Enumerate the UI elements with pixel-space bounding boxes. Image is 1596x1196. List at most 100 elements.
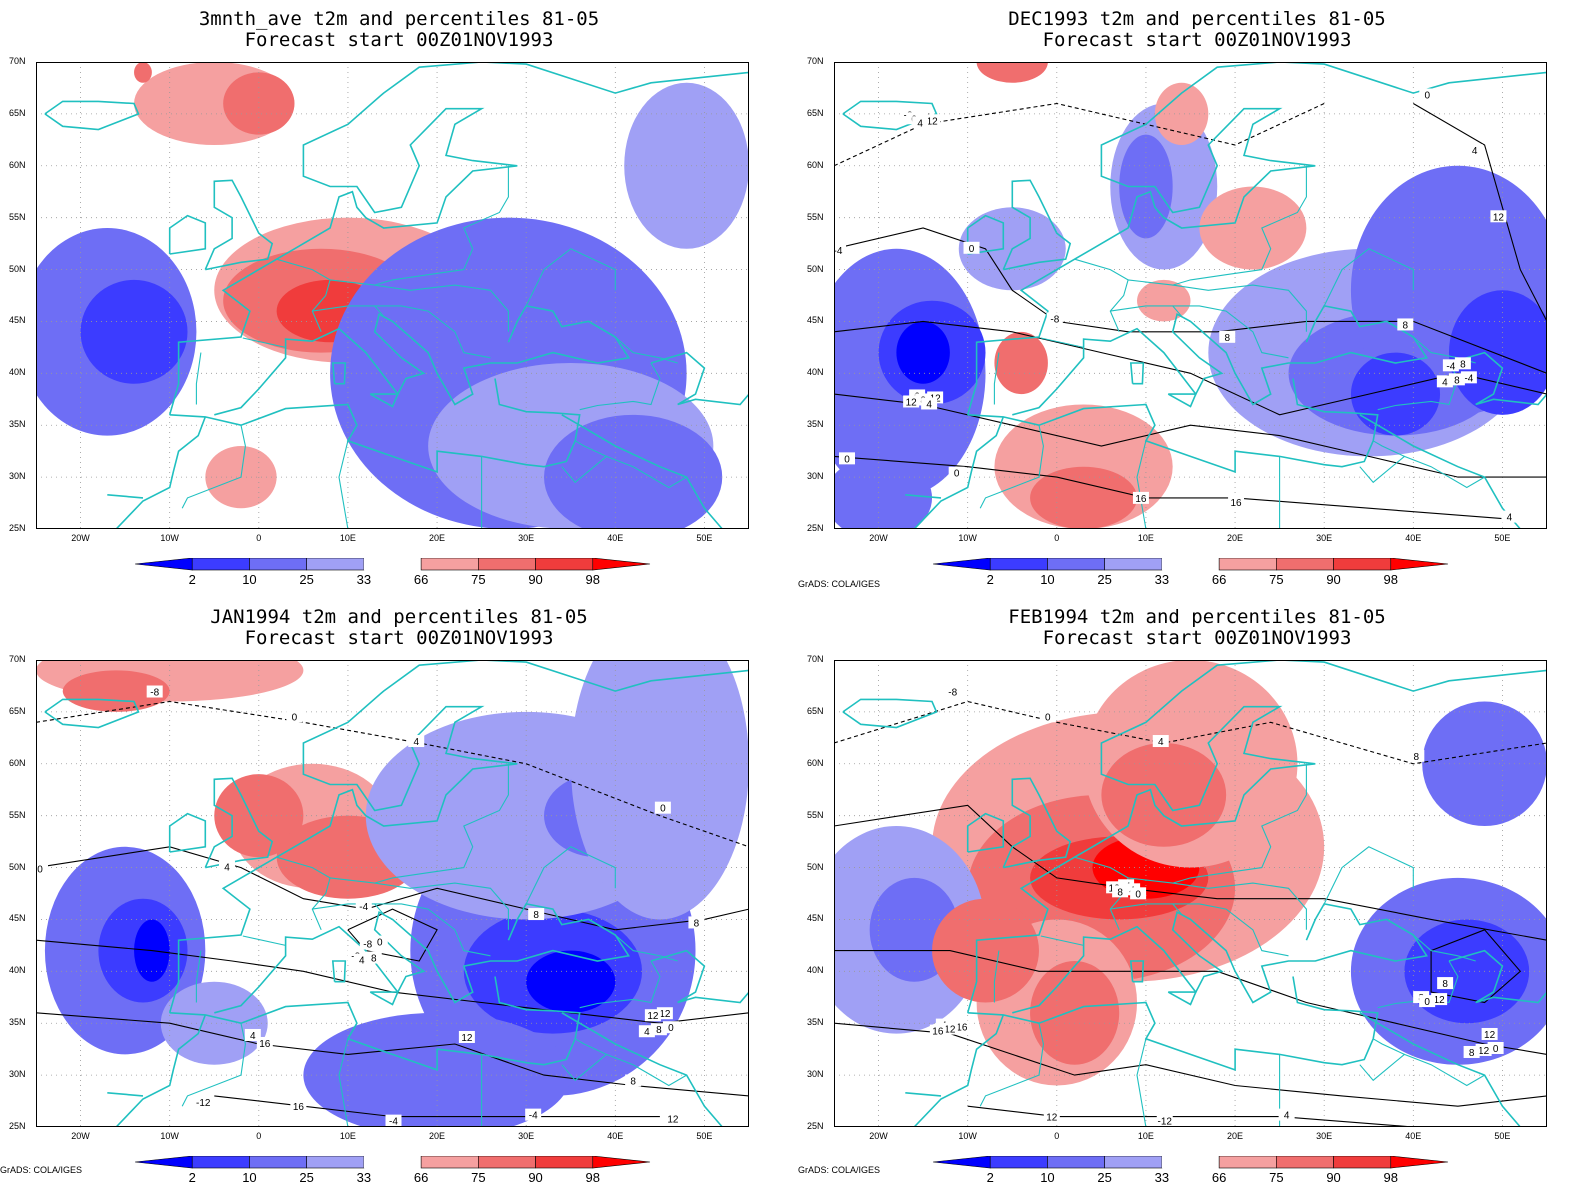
border-line [979,425,1044,509]
lat-label: 70N [9,654,26,664]
colorbar-swatch [363,558,422,570]
contour-label: -8 [948,688,957,699]
contour-label-bg [1043,1110,1060,1123]
lon-label: 0 [1054,1131,1060,1141]
lon-label: 0 [256,533,262,543]
colorbar-swatch [478,558,536,571]
coastline [44,100,140,131]
colorbar-swatch [989,558,1048,571]
lat-label: 55N [807,809,824,820]
border-line [561,1053,687,1087]
coastline [369,991,400,1006]
lon-label: 20W [71,1131,90,1141]
contour-label: 12 [944,1025,956,1036]
border-line [993,352,1000,405]
colorbar-swatch [306,558,365,571]
percentile-region [544,414,723,529]
coastline [1167,393,1198,408]
coastline [561,414,723,529]
contour-label-bg [638,1025,655,1038]
contour-label: -4 [529,1111,538,1122]
lon-label: 50E [696,533,713,543]
percentile-region [932,898,1039,1003]
colorbar-swatch [1047,558,1105,571]
lat-label: 50N [9,861,26,872]
contour-label: 0 [969,244,975,255]
lon-label: 20E [1227,533,1244,543]
contour-label: -12 [1158,1117,1173,1127]
contour-label-bg [662,1021,679,1034]
coastline [214,903,631,1014]
border-line [614,934,678,962]
colorbar-swatch [1218,558,1277,571]
percentile-region [976,62,1048,83]
contour-label-bg [355,900,372,913]
lat-label: 70N [807,56,824,66]
colorbar-swatch [1218,1156,1277,1169]
border-line [374,882,509,930]
contour-label-bg [1278,1108,1295,1121]
lat-label: 30N [9,1069,26,1080]
border-line [1136,440,1147,529]
contour-line [834,320,1547,416]
coastline [650,351,749,406]
border-line [1040,337,1084,348]
contour-label-bg [1466,144,1483,157]
contour-label: 8 [1454,375,1460,386]
lon-label: 30E [1316,1131,1333,1141]
contour-label: 12 [667,1115,679,1126]
contour-label-bg [903,395,920,408]
colorbar [135,558,651,571]
contour-label: 12 [461,1033,473,1044]
lat-label: 40N [807,367,824,378]
contour-label-bg [1397,318,1414,331]
contour-label-bg [929,1024,946,1037]
contour-line [1413,103,1547,322]
colorbar-label: 98 [1383,1170,1398,1185]
contour-label-bg [256,1036,273,1049]
coastline [561,1012,723,1127]
lat-label: 70N [9,56,26,66]
contour-label-bg [1132,491,1149,504]
coastline [842,698,938,729]
contour-label: -8 [1050,314,1059,325]
contour-label-bg [688,916,705,929]
colorbar-label: 33 [1154,572,1170,587]
contour-label-bg [1112,885,1129,898]
panel-title: FEB1994 t2m and percentiles 81-05 [1008,606,1386,628]
contour-label: 16 [932,1027,944,1038]
colorbar-swatch [1390,1156,1449,1169]
colorbar-label: 2 [188,572,196,587]
contour-label-bg [1437,977,1454,990]
lon-label: 30E [518,533,535,543]
colorbar-swatch [306,1156,365,1169]
colorbar-label: 33 [356,572,372,587]
lat-label: 30N [9,471,26,482]
colorbar-label: 10 [1040,572,1055,587]
contour-label: 0 [1135,889,1141,900]
percentile-region [1154,82,1209,146]
coastline [214,305,631,416]
contour-label: 4 [1472,146,1478,157]
grads-credit: GrADS: COLA/IGES [798,1165,881,1175]
contour-label-bg [1046,312,1063,325]
coastline [1448,351,1547,406]
lat-label: 35N [9,1017,26,1028]
contour-label: 0 [377,938,383,949]
colorbar-swatch [1390,558,1449,571]
contour-label-bg [286,710,303,723]
percentile-region [994,331,1048,395]
lat-label: 50N [807,263,824,274]
coastline [115,416,207,529]
coastline [1129,960,1145,983]
colorbar-label: 25 [299,1170,314,1185]
colorbar-swatch [933,1156,991,1169]
contour-line [834,700,1547,765]
contour-label: 16 [956,1023,968,1034]
border-line [1323,846,1414,905]
lat-label: 65N [9,107,26,118]
border-line [181,425,246,509]
percentile-region [1101,743,1227,847]
coastline [107,494,144,499]
contour-label: 0 [1045,712,1051,723]
